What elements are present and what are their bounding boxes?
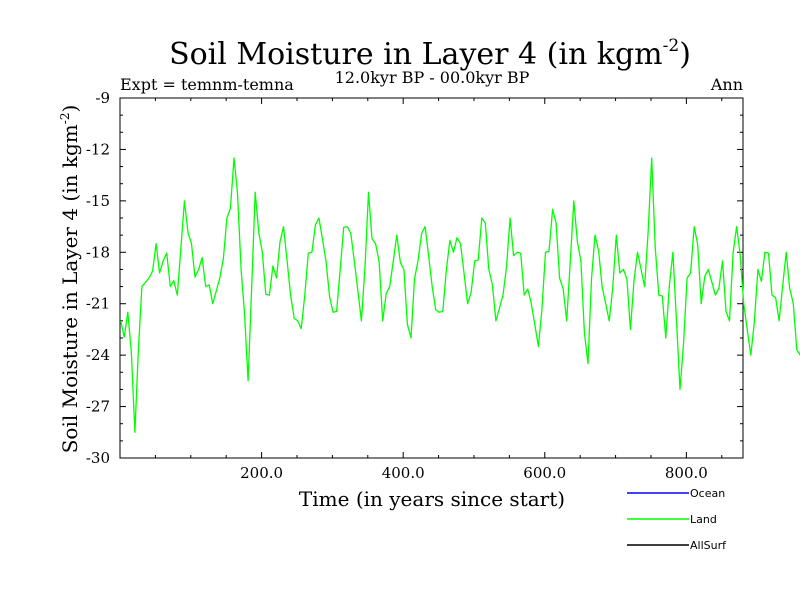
series-layer	[120, 157, 800, 433]
season-label: Ann	[710, 75, 743, 94]
y-tick-label: -30	[86, 449, 110, 467]
x-tick-label: 800.0	[665, 464, 708, 482]
y-axis: -30 -27 -24 -21 -18 -15 -12 -9	[86, 89, 743, 467]
y-tick-label: -18	[86, 243, 110, 261]
experiment-label: Expt = temnm-temna	[120, 75, 294, 94]
y-tick-label: -9	[95, 89, 110, 107]
legend-label-land: Land	[690, 513, 717, 526]
y-axis-title: Soil Moisture in Layer 4 (in kgm-2)	[58, 105, 82, 454]
plot-area	[119, 97, 744, 459]
x-axis: 200.0 400.0 600.0 800.0	[154, 98, 723, 482]
x-tick-label: 200.0	[240, 464, 283, 482]
y-tick-label: -15	[86, 192, 110, 210]
y-tick-label: -12	[86, 140, 110, 158]
legend-label-ocean: Ocean	[690, 487, 725, 500]
x-tick-label: 600.0	[523, 464, 566, 482]
chart-subtitle: 12.0kyr BP - 00.0kyr BP	[335, 68, 530, 87]
legend-label-allsurf: AllSurf	[690, 539, 727, 552]
legend: Ocean Land AllSurf	[627, 487, 727, 552]
y-tick-label: -21	[86, 295, 110, 313]
y-tick-label: -24	[86, 346, 110, 364]
y-tick-label: -27	[86, 398, 110, 416]
chart-title: Soil Moisture in Layer 4 (in kgm-2)	[169, 36, 691, 72]
series-line-land	[120, 157, 800, 433]
x-axis-title: Time (in years since start)	[299, 487, 565, 511]
x-tick-label: 400.0	[382, 464, 425, 482]
